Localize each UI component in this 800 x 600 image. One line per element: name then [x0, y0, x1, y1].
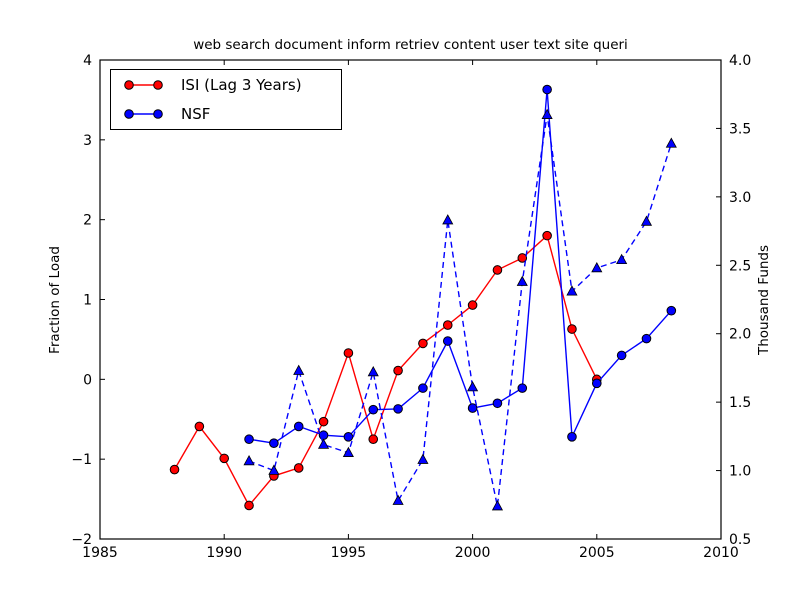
series-2-marker	[541, 108, 553, 119]
y-left-tick-label: −1	[71, 452, 92, 468]
series-1-marker	[418, 383, 428, 393]
y-left-tick-label: 2	[83, 213, 92, 229]
series-2-marker	[367, 365, 379, 377]
chart-title: web search document inform retriev conte…	[193, 37, 628, 53]
series-2-marker	[392, 494, 404, 505]
series-2-marker	[665, 137, 677, 148]
series-0-marker	[343, 348, 354, 358]
series-2-marker	[591, 261, 603, 273]
series-2-marker	[467, 381, 479, 392]
series-0-marker	[194, 421, 205, 432]
series-1-marker	[318, 430, 329, 441]
series-1-marker	[517, 383, 528, 393]
series-2-marker	[616, 253, 628, 265]
series-2-marker	[491, 500, 504, 511]
series-2-marker	[243, 454, 255, 466]
series-2-marker	[640, 215, 653, 226]
y-left-tick-label: 3	[83, 133, 92, 149]
series-0-marker	[442, 320, 453, 330]
series-0-marker	[169, 464, 180, 475]
x-tick-label: 2010	[703, 545, 739, 561]
series-1-marker	[666, 305, 677, 316]
series-1-marker	[567, 432, 577, 442]
series-1-marker	[368, 404, 379, 415]
series-2-marker	[417, 453, 429, 464]
y-left-tick-label: 4	[83, 53, 92, 69]
x-tick-label: 1985	[82, 545, 118, 561]
series-0-marker	[293, 463, 304, 473]
y-right-tick-label: 3.0	[729, 190, 751, 206]
series-0-marker	[368, 434, 379, 445]
series-0-line	[173, 234, 598, 507]
series-0-marker	[492, 265, 503, 275]
y-right-tick-label: 2.5	[729, 258, 751, 274]
series-1-marker	[269, 438, 279, 449]
right-axis-title: Thousand Funds	[756, 244, 772, 356]
series-2-marker	[516, 275, 528, 286]
legend-label-isi: ISI (Lag 3 Years)	[181, 76, 302, 94]
y-right-tick-label: 3.5	[729, 121, 751, 137]
series-2-marker	[293, 364, 305, 375]
y-left-tick-label: 1	[83, 293, 92, 309]
y-right-tick-label: 2.0	[729, 327, 751, 343]
x-tick-label: 2000	[455, 545, 491, 561]
series-2-line	[248, 114, 672, 507]
series-2-marker	[317, 438, 330, 449]
series-1-marker	[492, 398, 503, 409]
legend-item-isi: ISI (Lag 3 Years)	[119, 72, 333, 98]
series-0-marker	[517, 253, 528, 263]
series-1-marker	[616, 350, 627, 361]
left-axis-title: Fraction of Load	[47, 246, 63, 354]
plot-border	[99, 59, 722, 540]
y-right-tick-label: 0.5	[729, 532, 751, 548]
series-1-marker	[592, 378, 602, 389]
series-0-marker	[467, 300, 478, 310]
series-1-marker	[442, 336, 453, 346]
series-0-marker	[567, 324, 577, 334]
series-1-marker	[641, 333, 652, 344]
legend-label-nsf: NSF	[181, 105, 211, 123]
series-1-marker	[293, 421, 304, 432]
y-right-tick-label: 1.0	[729, 464, 751, 480]
series-2-marker	[566, 285, 578, 296]
series-0-marker	[418, 338, 428, 349]
series-1-marker	[343, 432, 354, 442]
series-1-marker	[393, 404, 403, 414]
x-tick-label: 1995	[331, 545, 367, 561]
series-2-marker	[268, 464, 280, 475]
series-0-marker	[318, 416, 329, 427]
series-1-marker	[467, 403, 478, 413]
series-1-line	[248, 89, 672, 444]
legend-sample-isi-line-icon	[124, 80, 163, 90]
y-left-tick-label: 0	[83, 372, 92, 388]
series-0-marker	[244, 500, 254, 511]
x-tick-label: 1990	[206, 545, 242, 561]
x-tick-label: 2005	[579, 545, 615, 561]
y-right-tick-label: 4.0	[729, 53, 751, 69]
legend-item-nsf: NSF	[119, 101, 333, 127]
series-1-marker	[244, 434, 254, 445]
y-left-tick-label: −2	[71, 532, 92, 548]
series-0-marker	[219, 453, 229, 464]
series-0-marker	[393, 365, 403, 376]
y-right-tick-label: 1.5	[729, 395, 751, 411]
series-0-marker	[542, 230, 552, 241]
series-2-marker	[442, 214, 454, 225]
series-2-marker	[342, 446, 354, 457]
series-1-marker	[542, 84, 552, 95]
legend-sample-nsf-line-icon	[124, 109, 163, 119]
legend-box: ISI (Lag 3 Years) NSF	[110, 69, 342, 130]
